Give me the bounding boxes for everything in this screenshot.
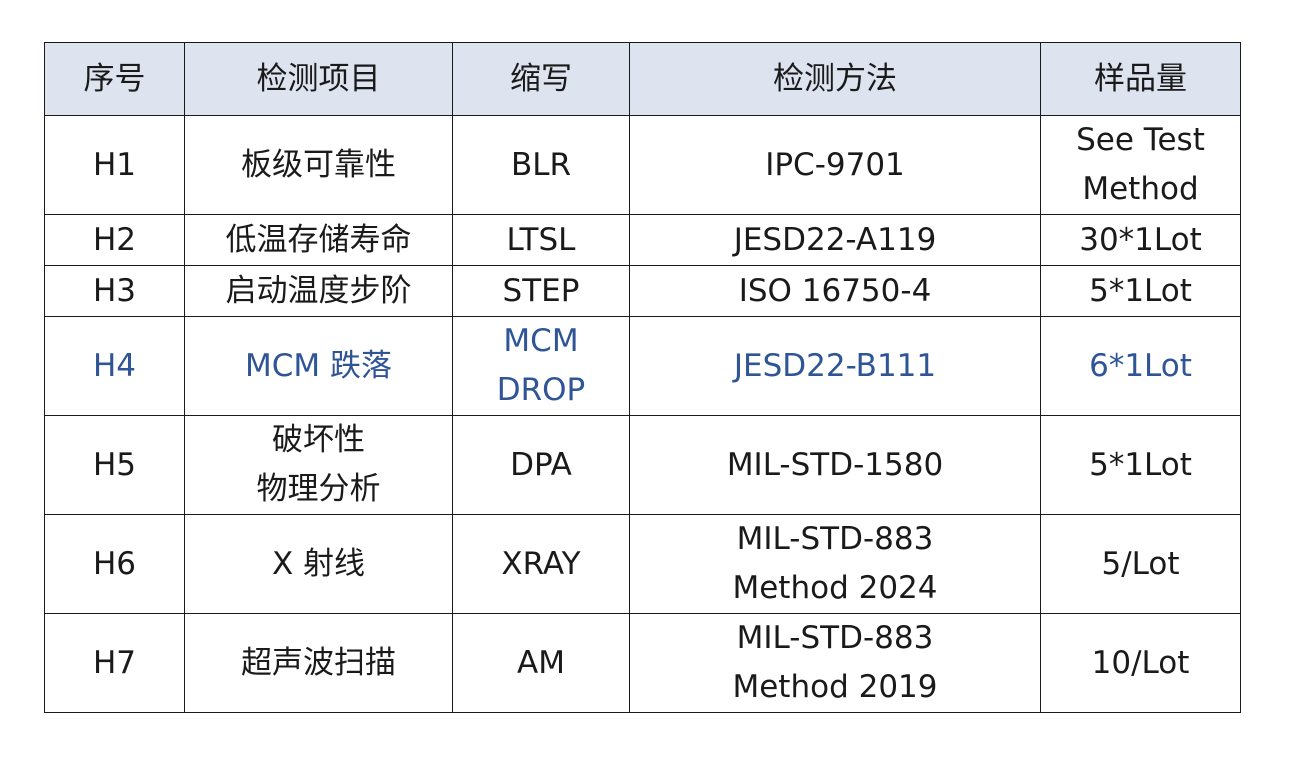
cell-id: H1 [44,115,185,215]
table-row: H7 超声波扫描 AM MIL-STD-883 Method 2019 10/Lot [44,613,1241,713]
cell-test-item-line: X 射线 [271,545,366,582]
cell-test-item-line: 板级可靠性 [241,146,396,183]
cell-test-item-line: MCM 跌落 [245,347,392,384]
cell-test-method: IPC-9701 [629,115,1041,215]
cell-id: H3 [44,265,185,317]
cell-test-method-line: MIL-STD-1580 [726,446,944,483]
cell-sample-size-line: 5*1Lot [1089,272,1192,309]
header-test-item: 检测项目 [184,42,453,116]
cell-abbreviation: DPA [452,415,630,515]
cell-sample-size-line: 10/Lot [1091,644,1190,681]
cell-test-method-line: Method 2019 [732,669,938,705]
cell-abbreviation-line: LTSL [506,221,576,258]
cell-test-item: X 射线 [184,514,453,614]
cell-abbreviation: AM [452,613,630,713]
cell-test-method: MIL-STD-1580 [629,415,1041,515]
cell-sample-size: 5*1Lot [1040,415,1241,515]
cell-test-item-line: 低温存储寿命 [225,221,412,258]
table-row: H4 MCM 跌落 MCM DROP JESD22-B111 6*1Lot [44,316,1241,416]
table-header: 序号 检测项目 缩写 检测方法 样品量 [44,42,1241,116]
cell-test-item: 破坏性 物理分析 [184,415,453,515]
cell-sample-size: 5/Lot [1040,514,1241,614]
cell-test-item: 板级可靠性 [184,115,453,215]
reliability-test-table: 序号 检测项目 缩写 检测方法 样品量 H1 板级可靠性 BLR IPC-9701 Se… [44,42,1241,713]
table-row: H6 X 射线 XRAY MIL-STD-883 Method 2024 5/Lot [44,514,1241,614]
cell-test-method: MIL-STD-883 Method 2024 [629,514,1041,614]
cell-abbreviation-line: DROP [496,372,586,408]
cell-id: H4 [44,316,185,416]
cell-abbreviation-line: XRAY [501,545,581,582]
cell-test-method: ISO 16750-4 [629,265,1041,317]
cell-abbreviation: LTSL [452,214,630,266]
cell-test-method: MIL-STD-883 Method 2019 [629,613,1041,713]
header-id: 序号 [44,42,185,116]
header-abbreviation: 缩写 [452,42,630,116]
cell-sample-size: 10/Lot [1040,613,1241,713]
cell-id: H7 [44,613,185,713]
cell-abbreviation-line: MCM [503,323,579,359]
header-row: 序号 检测项目 缩写 检测方法 样品量 [44,42,1241,116]
cell-test-item: MCM 跌落 [184,316,453,416]
cell-abbreviation: XRAY [452,514,630,614]
cell-test-item: 启动温度步阶 [184,265,453,317]
cell-test-item: 超声波扫描 [184,613,453,713]
cell-abbreviation-line: AM [517,644,565,681]
cell-sample-size: 5*1Lot [1040,265,1241,317]
cell-test-method-line: ISO 16750-4 [738,272,932,309]
cell-abbreviation-line: DPA [510,446,572,483]
cell-test-item-line: 启动温度步阶 [225,272,412,309]
table-row: H1 板级可靠性 BLR IPC-9701 See Test Method [44,115,1241,215]
header-test-method: 检测方法 [629,42,1041,116]
table-row: H5 破坏性 物理分析 DPA MIL-STD-1580 5*1Lot [44,415,1241,515]
cell-id: H6 [44,514,185,614]
cell-test-method-line: IPC-9701 [765,146,905,183]
table-body: H1 板级可靠性 BLR IPC-9701 See Test Method H2 低温存储寿命… [44,115,1241,713]
table-row: H2 低温存储寿命 LTSL JESD22-A119 30*1Lot [44,214,1241,266]
cell-sample-size: See Test Method [1040,115,1241,215]
cell-sample-size-line: 30*1Lot [1079,221,1202,258]
cell-abbreviation: MCM DROP [452,316,630,416]
table-row: H3 启动温度步阶 STEP ISO 16750-4 5*1Lot [44,265,1241,317]
cell-test-item-line: 物理分析 [256,471,381,507]
cell-test-item-line: 超声波扫描 [241,644,396,681]
cell-test-item-line: 破坏性 [272,422,365,458]
cell-test-method-line: JESD22-B111 [733,347,937,384]
cell-test-method-line: Method 2024 [732,570,938,606]
cell-sample-size-line: 5/Lot [1101,545,1180,582]
header-sample-size: 样品量 [1040,42,1241,116]
cell-sample-size-line: 5*1Lot [1089,446,1192,483]
cell-sample-size-line: See Test [1076,122,1205,158]
cell-test-method-line: JESD22-A119 [733,221,937,258]
cell-abbreviation-line: BLR [510,146,572,183]
cell-abbreviation: BLR [452,115,630,215]
cell-test-method: JESD22-B111 [629,316,1041,416]
cell-id: H5 [44,415,185,515]
cell-id: H2 [44,214,185,266]
cell-test-item: 低温存储寿命 [184,214,453,266]
cell-sample-size-line: Method [1082,171,1199,207]
cell-sample-size: 6*1Lot [1040,316,1241,416]
cell-abbreviation: STEP [452,265,630,317]
cell-abbreviation-line: STEP [502,272,580,309]
cell-test-method-line: MIL-STD-883 [736,620,934,656]
cell-sample-size: 30*1Lot [1040,214,1241,266]
cell-test-method: JESD22-A119 [629,214,1041,266]
cell-sample-size-line: 6*1Lot [1089,347,1192,384]
cell-test-method-line: MIL-STD-883 [736,521,934,557]
